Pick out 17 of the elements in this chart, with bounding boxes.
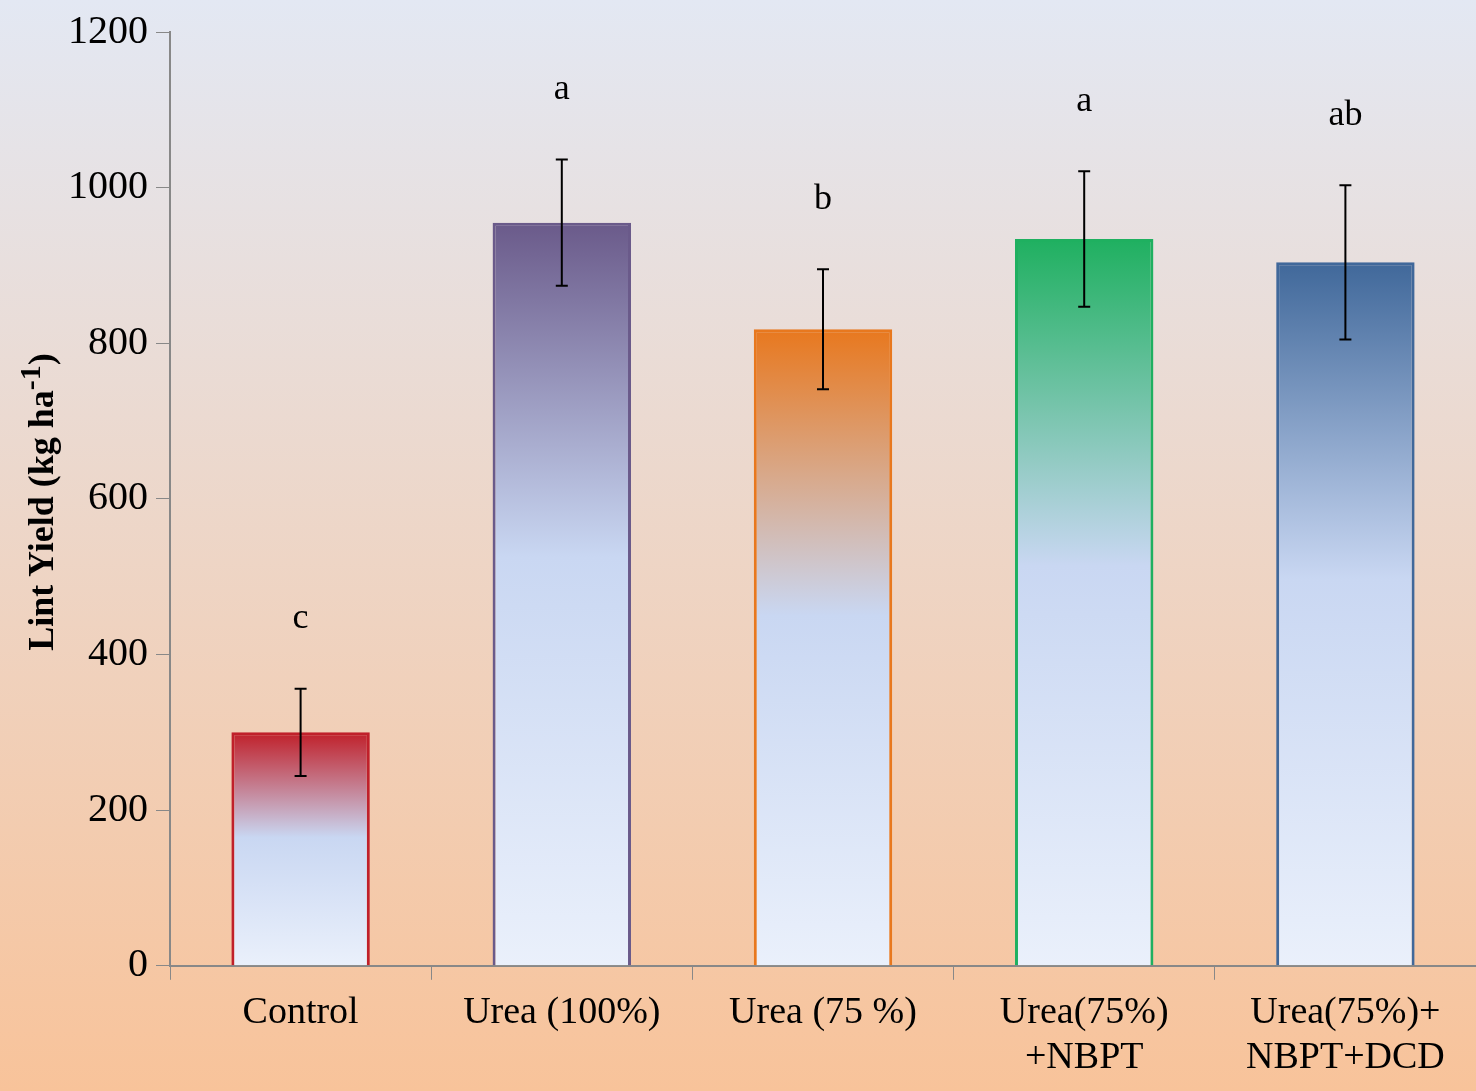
y-tick-label: 1200 [68,6,148,52]
y-tick-label: 200 [88,784,148,830]
annotation: ab [1328,92,1363,133]
annotation: a [553,67,570,108]
y-tick-label: 0 [128,940,148,986]
x-tick-label: Urea(75%)+ NBPT+DCD [1246,988,1445,1077]
x-tick-label: Urea (100%) [463,988,661,1032]
x-tick-label: Urea(75%) +NBPT [999,988,1169,1077]
x-tick-label: Urea (75 %) [729,988,917,1032]
annotation: a [1076,78,1093,119]
y-tick-label: 600 [88,473,148,519]
y-tick-label: 800 [88,317,148,363]
annotation: c [292,596,309,637]
y-tick-label: 1000 [68,162,148,208]
y-tick-label: 400 [88,629,148,675]
x-tick-label: Control [242,988,359,1031]
annotation: b [814,176,832,217]
